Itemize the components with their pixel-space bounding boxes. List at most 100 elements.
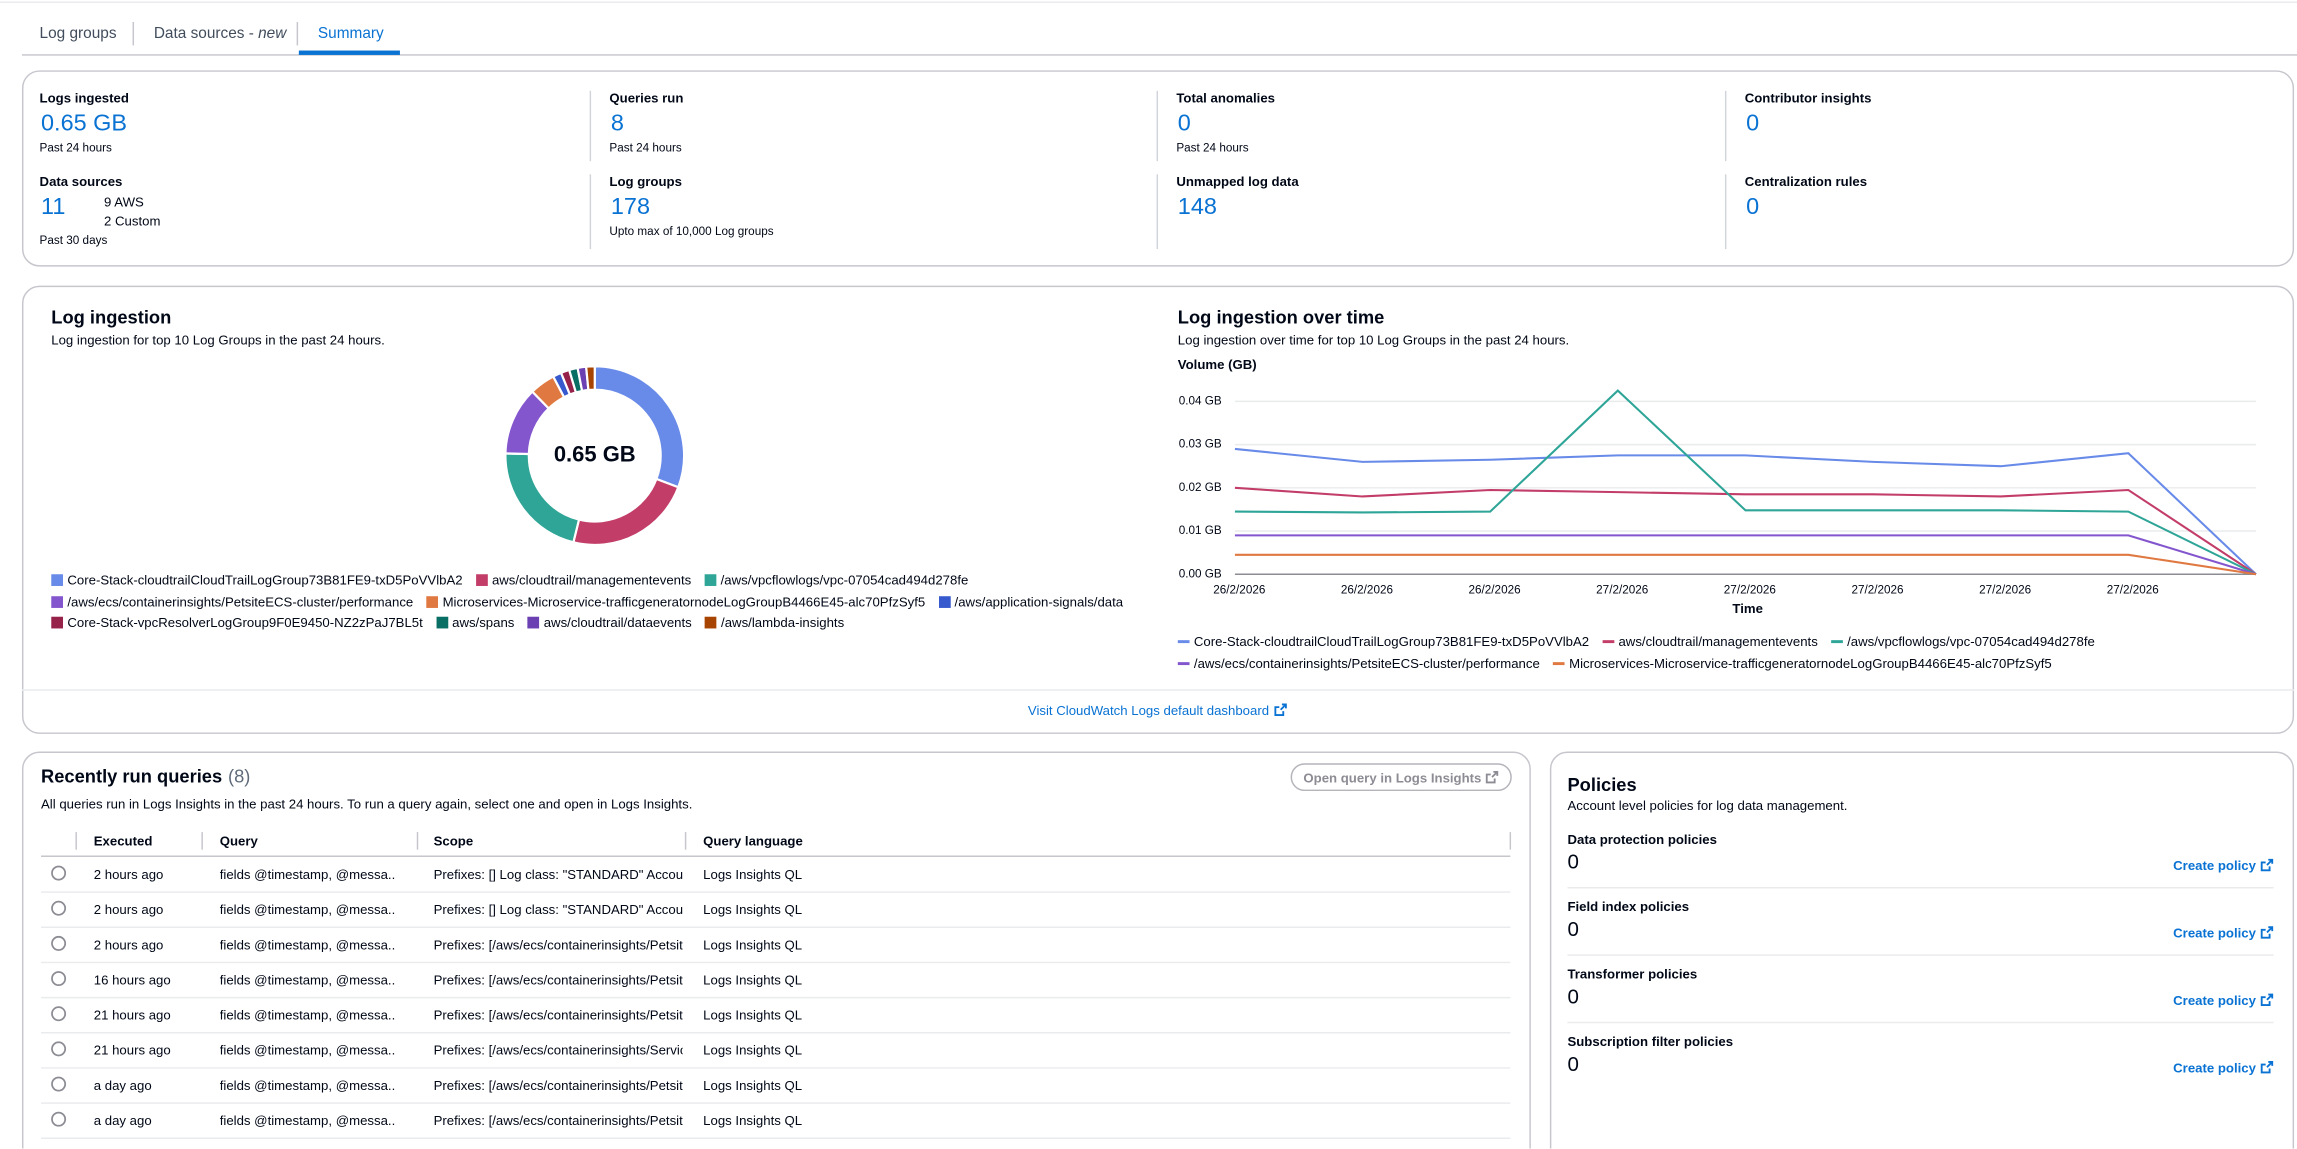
table-cell: a day ago: [93, 1113, 152, 1128]
queries-subtitle: All queries run in Logs Insights in the …: [41, 796, 693, 812]
line-series: [1234, 534, 2257, 576]
table-cell: fields @timestamp, @messa...: [219, 902, 396, 918]
axis-label: Time: [1732, 601, 1763, 616]
legend-item: /aws/application-signals/data: [938, 593, 1123, 611]
legend-item: Microservices-Microservice-trafficgenera…: [426, 593, 925, 611]
metric-breakdown: 9 AWS: [104, 194, 144, 210]
legend: Core-Stack-cloudtrailCloudTrailLogGroup7…: [51, 571, 1142, 632]
legend-label: /aws/lambda-insights: [721, 615, 845, 630]
dashboard-link[interactable]: Visit CloudWatch Logs default dashboard: [1028, 703, 1287, 718]
x-tick-label: 27/2/2026: [1596, 583, 1648, 596]
metric-value[interactable]: 0: [1177, 111, 1191, 137]
metric-value[interactable]: 148: [1177, 194, 1217, 220]
x-tick-label: 26/2/2026: [1469, 583, 1521, 596]
metric-value[interactable]: 0: [1746, 194, 1760, 220]
tab[interactable]: Log groups: [39, 24, 117, 43]
policy-label: Field index policies: [1567, 899, 1690, 915]
axis-label: Volume (GB): [1177, 357, 1257, 373]
legend-label: aws/cloudtrail/managementevents: [491, 572, 692, 588]
column-header: Scope: [433, 833, 474, 849]
row-radio[interactable]: [51, 1041, 67, 1057]
legend-item: /aws/vpcflowlogs/vpc-07054cad494d278fe: [704, 571, 968, 589]
tab-label: Data sources -: [153, 24, 259, 43]
legend-swatch: [435, 617, 448, 629]
policy-value: 0: [1567, 1051, 1579, 1076]
row-radio[interactable]: [51, 900, 67, 916]
donut-center-label: 0.65 GB: [554, 441, 636, 466]
table-cell: Logs Insights QL: [703, 972, 803, 988]
legend-label: /aws/vpcflowlogs/vpc-07054cad494d278fe: [720, 572, 969, 588]
metric-value[interactable]: 0.65 GB: [41, 111, 128, 137]
table-cell: fields @timestamp, @messa...: [219, 972, 396, 988]
table-cell: fields @timestamp, @messa...: [219, 1078, 396, 1093]
metric-value[interactable]: 178: [610, 194, 650, 220]
metric-note: Past 24 hours: [609, 141, 682, 155]
table-cell: Logs Insights QL: [703, 937, 803, 953]
legend-label: Core-Stack-vpcResolverLogGroup9F0E9450-N…: [67, 615, 423, 630]
table-cell: 2 hours ago: [93, 902, 164, 918]
title: Recently run queries: [41, 766, 223, 787]
legend: Core-Stack-cloudtrailCloudTrailLogGroup7…: [1177, 633, 2233, 673]
row-radio[interactable]: [51, 1006, 67, 1022]
legend-item: /aws/vpcflowlogs/vpc-07054cad494d278fe: [1830, 633, 2095, 651]
legend-label: aws/cloudtrail/dataevents: [543, 615, 692, 630]
create-policy-link[interactable]: Create policy: [2173, 858, 2274, 874]
row-radio[interactable]: [51, 971, 67, 987]
legend-swatch: [475, 574, 488, 587]
queries-title: Recently run queries (8): [41, 766, 250, 787]
policies-subtitle: Account level policies for log data mana…: [1567, 798, 1848, 814]
table-cell: Prefixes: [/aws/ecs/containerinsights/Pe…: [433, 1007, 683, 1023]
queries-card: [21, 751, 1531, 1149]
policy-label: Transformer policies: [1567, 966, 1698, 982]
legend-swatch: [704, 617, 717, 629]
legend-swatch: [1552, 661, 1565, 665]
legend-item: aws/cloudtrail/dataevents: [527, 614, 692, 632]
row-radio[interactable]: [51, 935, 67, 951]
create-policy-link[interactable]: Create policy: [2173, 1061, 2274, 1075]
legend-swatch: [1177, 661, 1190, 665]
link-text: Create policy: [2173, 858, 2256, 874]
legend-swatch: [426, 595, 439, 608]
metric-label: Data sources: [39, 174, 123, 189]
row-radio[interactable]: [51, 1111, 67, 1127]
metric-label: Log groups: [609, 174, 682, 189]
legend-item: Microservices-Microservice-trafficgenera…: [1552, 654, 2052, 672]
x-tick-label: 27/2/2026: [2107, 583, 2159, 596]
legend-label: /aws/ecs/containerinsights/PetsiteECS-cl…: [1193, 655, 1540, 671]
table-cell: fields @timestamp, @messa...: [219, 867, 396, 882]
table-cell: Logs Insights QL: [703, 1113, 803, 1128]
legend-item: /aws/ecs/containerinsights/PetsiteECS-cl…: [1177, 654, 1540, 672]
legend-swatch: [51, 574, 63, 587]
policies-card: [1549, 751, 2295, 1149]
table-cell: Prefixes: [] Log class: "STANDARD" Accou…: [433, 867, 683, 882]
metric-value[interactable]: 0: [1746, 111, 1760, 137]
column-header: Query: [219, 833, 258, 849]
create-policy-link[interactable]: Create policy: [2173, 926, 2274, 940]
metric-breakdown: 2 Custom: [104, 213, 161, 229]
x-tick-label: 26/2/2026: [1341, 583, 1393, 596]
row-radio[interactable]: [51, 1076, 67, 1092]
table-cell: Logs Insights QL: [703, 1043, 803, 1058]
row-radio[interactable]: [51, 865, 67, 881]
metric-note: Past 24 hours: [1176, 141, 1249, 155]
metric-value[interactable]: 11: [41, 194, 66, 220]
tab[interactable]: Data sources - new: [154, 25, 287, 43]
y-tick-label: 0.01 GB: [1179, 524, 1222, 537]
open-query-button[interactable]: Open query in Logs Insights: [1290, 763, 1512, 792]
external-icon: [1486, 770, 1499, 784]
tab-active[interactable]: Summary: [317, 24, 384, 43]
line-series: [1234, 389, 2257, 576]
metric-value[interactable]: 8: [610, 111, 624, 137]
legend-swatch: [527, 617, 540, 629]
create-policy-link[interactable]: Create policy: [2173, 993, 2274, 1008]
line-series: [1234, 553, 2257, 576]
legend-label: Microservices-Microservice-trafficgenera…: [442, 594, 926, 609]
x-tick-label: 27/2/2026: [1724, 583, 1776, 596]
legend-item: aws/cloudtrail/managementevents: [1602, 633, 1818, 651]
table-cell: Prefixes: [/aws/ecs/containerinsights/Se…: [433, 1043, 683, 1058]
policy-label: Data protection policies: [1567, 832, 1717, 847]
metric-note: Upto max of 10,000 Log groups: [609, 224, 774, 239]
legend-swatch: [1177, 640, 1190, 644]
